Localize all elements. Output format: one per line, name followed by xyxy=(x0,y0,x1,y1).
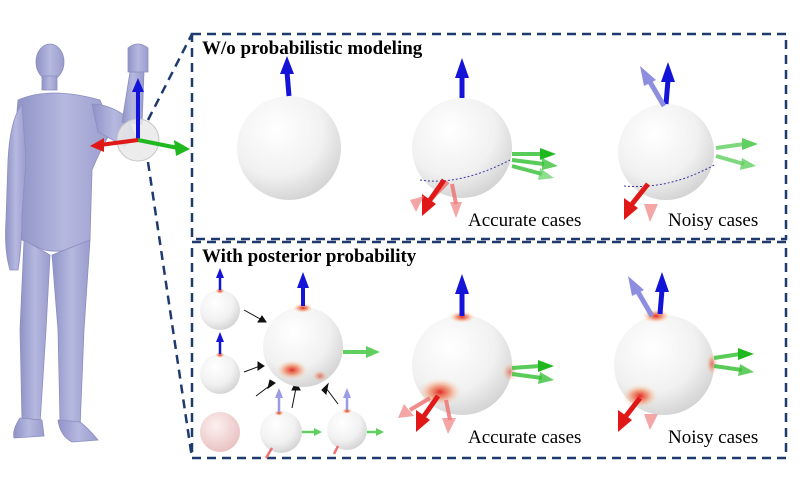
bottom-sphere-accurate xyxy=(398,274,554,434)
bottom-caption-accurate: Accurate cases xyxy=(468,427,582,448)
candidate-sphere-1 xyxy=(200,268,240,330)
aggregation-arrows xyxy=(243,309,339,409)
top-panel-frame xyxy=(190,32,788,241)
candidate-sphere-2 xyxy=(200,332,240,394)
bottom-caption-noisy: Noisy cases xyxy=(668,427,759,448)
zoom-leader-lines xyxy=(146,33,194,459)
top-sphere-plain xyxy=(237,56,341,200)
top-sphere-accurate xyxy=(410,58,558,218)
top-caption-accurate: Accurate cases xyxy=(468,210,582,231)
human-body-figure xyxy=(5,43,149,443)
aggregated-probability-sphere xyxy=(263,272,380,387)
bottom-sphere-noisy xyxy=(614,272,754,432)
bottom-panel-title: With posterior probability xyxy=(202,246,417,267)
candidate-sphere-4 xyxy=(260,388,322,459)
shoulder-axis-arrows xyxy=(90,78,190,156)
candidate-sphere-5 xyxy=(327,388,384,455)
top-panel-title: W/o probabilistic modeling xyxy=(202,38,423,59)
top-caption-noisy: Noisy cases xyxy=(668,210,759,231)
top-sphere-noisy xyxy=(618,62,758,222)
candidate-sphere-3 xyxy=(200,412,240,452)
